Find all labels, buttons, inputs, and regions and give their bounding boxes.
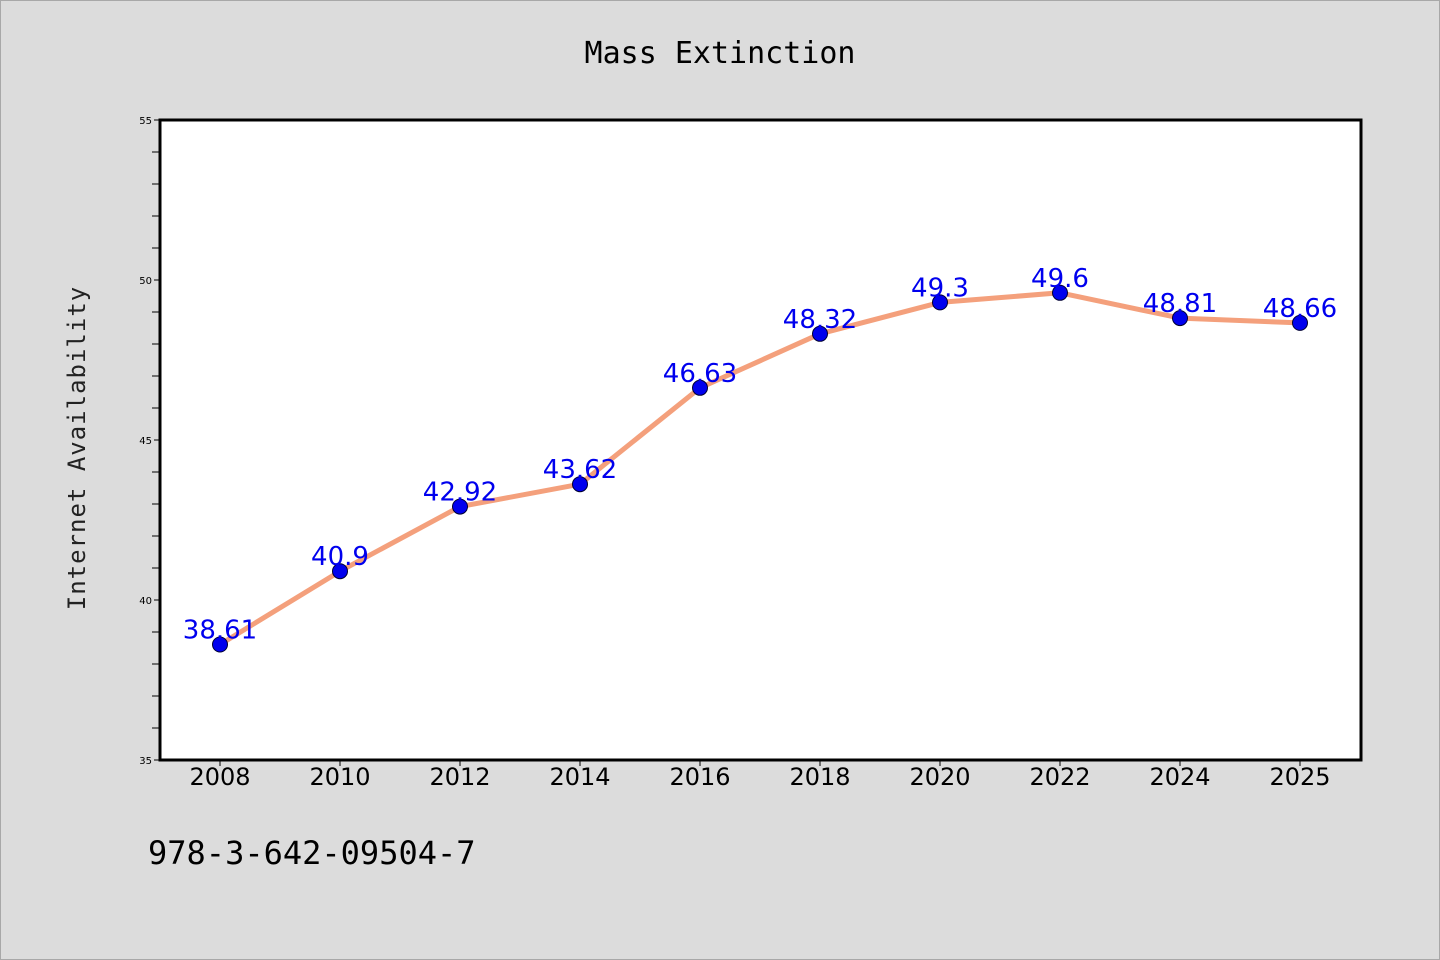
data-point — [812, 325, 828, 342]
data-point — [332, 563, 348, 580]
chart-title: Mass Extinction — [585, 36, 856, 71]
x-tick-label: 2018 — [789, 763, 850, 791]
data-point — [1172, 310, 1188, 327]
data-point — [932, 294, 948, 311]
y-tick-label: 45 — [139, 436, 152, 447]
data-label: 43.62 — [543, 455, 617, 485]
x-tick-label: 2008 — [189, 763, 250, 791]
x-tick-label: 2022 — [1029, 763, 1090, 791]
y-tick-label: 50 — [139, 276, 152, 287]
data-point — [212, 636, 228, 653]
data-label: 42.92 — [423, 478, 497, 508]
x-tick-label: 2016 — [669, 763, 730, 791]
x-tick-label: 2012 — [429, 763, 490, 791]
data-label: 38.61 — [183, 615, 257, 645]
plot-frame — [158, 118, 1363, 762]
data-point — [572, 476, 588, 493]
y-axis-label: Internet Availability — [63, 286, 91, 610]
y-tick-label: 55 — [139, 116, 152, 127]
footnote-isbn: 978-3-642-09504-7 — [148, 834, 476, 872]
data-point — [452, 498, 468, 515]
plot-area — [160, 120, 1361, 760]
data-point — [1052, 284, 1068, 301]
y-axis: 35 40 45 50 55 — [139, 116, 160, 767]
y-tick-label: 35 — [139, 756, 152, 767]
x-tick-label: 2010 — [309, 763, 370, 791]
x-tick-label: 2020 — [909, 763, 970, 791]
x-axis: 2008 2010 2012 2014 2016 2018 2020 2022 2024 2025 — [189, 760, 1331, 791]
data-label: 49.3 — [911, 273, 969, 303]
data-markers — [212, 284, 1308, 653]
x-tick-label: 2024 — [1149, 763, 1210, 791]
data-labels: 38.61 40.9 42.92 43.62 46.63 48.32 49.3 49.6 48.… — [183, 264, 1337, 646]
data-label: 49.6 — [1031, 264, 1089, 294]
x-tick-label: 2014 — [549, 763, 610, 791]
data-label: 48.81 — [1143, 289, 1217, 319]
data-point — [692, 379, 708, 396]
data-label: 48.66 — [1263, 294, 1337, 324]
y-tick-label: 40 — [139, 596, 152, 607]
data-label: 48.32 — [783, 305, 857, 335]
data-label: 40.9 — [311, 542, 369, 572]
x-tick-label: 2025 — [1269, 763, 1330, 791]
data-label: 46.63 — [663, 359, 737, 389]
data-point — [1292, 314, 1308, 331]
series-line — [217, 290, 1303, 647]
